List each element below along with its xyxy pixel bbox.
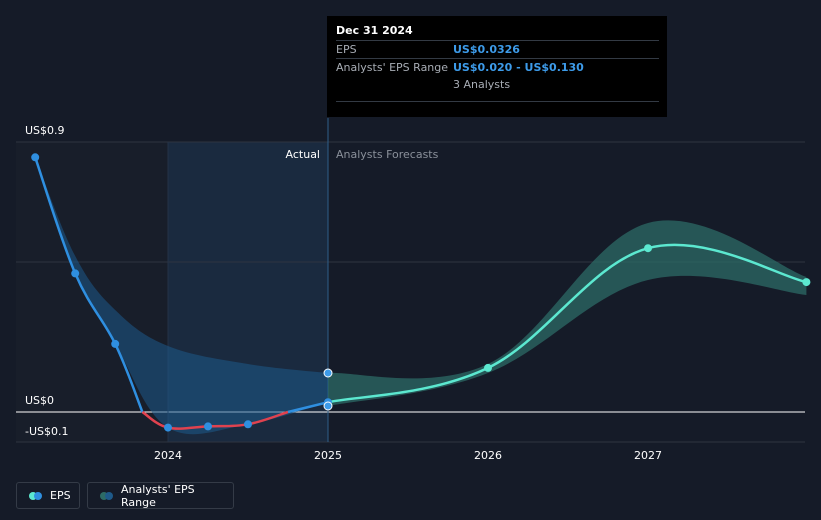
x-tick-label-2026: 2026 [474,449,502,462]
eps-point [164,423,172,432]
y-tick-label-top: US$0.9 [25,124,65,137]
tooltip-eps-value: US$0.0326 [453,43,520,56]
actual-region-label: Actual [286,148,320,161]
eps-legend-icon [29,491,42,500]
legend-eps-label: EPS [50,489,71,502]
eps-point [802,278,811,287]
range-band-forecast [328,220,807,406]
eps-actual-line [34,156,144,413]
range-legend-icon [100,491,113,500]
y-tick-label-zero: US$0 [25,394,54,407]
tooltip-divider [336,101,659,102]
eps-point [71,269,80,278]
x-tick-label-2027: 2027 [634,449,662,462]
range-marker [323,368,333,378]
eps-point [484,363,492,372]
tooltip-date: Dec 31 2024 [336,24,413,37]
tooltip-analysts-row: 3 Analysts [336,76,659,93]
series-points [31,153,811,432]
range-marker [323,401,333,411]
range-band-actual [35,157,328,435]
hover-tooltip: Dec 31 2024 EPS US$0.0326 Analysts' EPS … [327,16,667,117]
tooltip-eps-label: EPS [336,43,357,56]
legend-range-label: Analysts' EPS Range [121,482,195,509]
tooltip-analysts-count: 3 Analysts [453,78,511,91]
eps-point [244,420,252,429]
legend-item-range[interactable]: Analysts' EPS Range [87,482,234,509]
eps-forecast-line [327,243,807,404]
eps-point [31,153,40,162]
eps-point [204,422,212,431]
forecast-region-label: Analysts Forecasts [336,148,439,161]
x-tick-label-2025: 2025 [314,449,342,462]
eps-point [111,339,120,348]
tooltip-range-value: US$0.020 - US$0.130 [453,61,584,74]
x-tick-label-2024: 2024 [154,449,182,462]
tooltip-range-row: Analysts' EPS Range US$0.020 - US$0.130 [336,58,659,76]
tooltip-range-label: Analysts' EPS Range [336,61,449,74]
y-tick-label-bottom: -US$0.1 [25,425,69,438]
legend-item-eps[interactable]: EPS [16,482,80,509]
tooltip-eps-row: EPS US$0.0326 [336,40,659,58]
eps-point [644,244,652,253]
range-bands [35,157,807,435]
